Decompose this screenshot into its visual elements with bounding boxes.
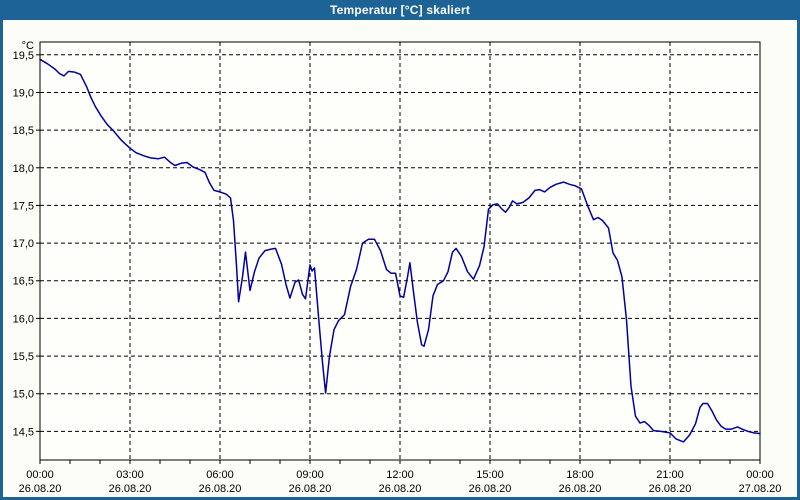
window-titlebar[interactable]: Temperatur [°C] skaliert <box>0 0 800 20</box>
y-axis-tick-label: 17,0 <box>13 238 34 250</box>
y-axis-tick-label: 17,5 <box>13 200 34 212</box>
x-axis-date-label: 26.08.20 <box>109 483 152 495</box>
x-axis-time-label: 03:00 <box>116 469 144 481</box>
x-axis-time-label: 09:00 <box>296 469 324 481</box>
y-axis-tick-label: 18,5 <box>13 125 34 137</box>
y-axis-tick-label: 16,0 <box>13 313 34 325</box>
x-axis-date-label: 26.08.20 <box>559 483 602 495</box>
y-axis-tick-label: 16,5 <box>13 276 34 288</box>
x-axis-date-label: 27.08.20 <box>739 483 782 495</box>
x-axis-date-label: 26.08.20 <box>19 483 62 495</box>
y-axis-unit-label: °C <box>22 40 34 52</box>
series-temperatur <box>39 58 761 443</box>
x-axis-time-label: 18:00 <box>566 469 594 481</box>
x-axis-time-label: 15:00 <box>476 469 504 481</box>
y-axis-tick-label: 14,5 <box>13 426 34 438</box>
x-axis-time-label: 00:00 <box>746 469 774 481</box>
x-axis-date-label: 26.08.20 <box>379 483 422 495</box>
window-title: Temperatur [°C] skaliert <box>329 3 471 17</box>
y-axis-tick-label: 18,0 <box>13 163 34 175</box>
x-axis-date-label: 26.08.20 <box>289 483 332 495</box>
x-axis-time-label: 21:00 <box>656 469 684 481</box>
x-axis-date-label: 26.08.20 <box>469 483 512 495</box>
x-axis-date-label: 26.08.20 <box>199 483 242 495</box>
x-axis-date-label: 26.08.20 <box>649 483 692 495</box>
chart-container: 19,5 19,0 18,5 18,0 17,5 17,0 16,5 16,0 15,5 15,0… <box>3 20 797 497</box>
y-axis-tick-label: 15,5 <box>13 351 34 363</box>
x-axis-time-label: 06:00 <box>206 469 234 481</box>
x-axis-time-label: 00:00 <box>26 469 54 481</box>
temperature-line-chart[interactable]: 19,5 19,0 18,5 18,0 17,5 17,0 16,5 16,0 15,5 15,0… <box>3 20 797 497</box>
y-axis-tick-label: 19,0 <box>13 87 34 99</box>
x-axis-time-label: 12:00 <box>386 469 414 481</box>
y-axis-tick-label: 19,5 <box>13 50 34 62</box>
plot-area[interactable] <box>40 42 760 460</box>
y-axis-tick-label: 15,0 <box>13 389 34 401</box>
